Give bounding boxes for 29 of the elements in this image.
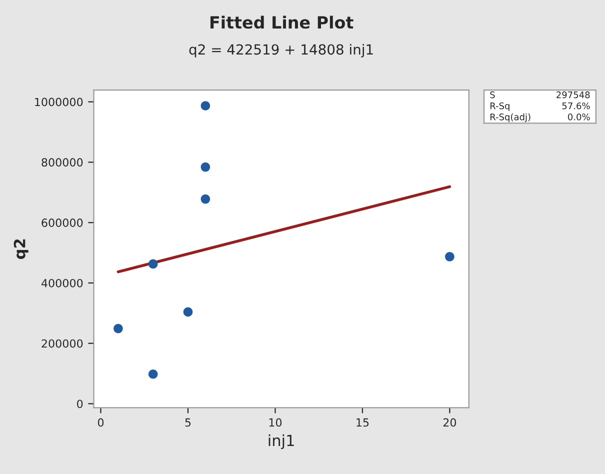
text: 0.0% bbox=[568, 114, 590, 120]
y-tick-label: 800000 bbox=[42, 158, 83, 167]
point bbox=[200, 194, 210, 204]
text: R-Sq(adj) bbox=[490, 113, 530, 122]
x-tick-label: 5 bbox=[185, 418, 191, 427]
x-tick-label: 0 bbox=[98, 418, 104, 427]
text: S bbox=[490, 91, 495, 98]
y-tick-label: 0 bbox=[77, 400, 83, 408]
y-tick-label: 400000 bbox=[41, 278, 83, 288]
chart-title: Fitted Line Plot bbox=[210, 16, 354, 29]
point bbox=[445, 252, 454, 262]
text: 57.6% bbox=[562, 102, 590, 110]
y-tick-label: 200000 bbox=[42, 339, 83, 348]
x-tick-label: 15 bbox=[356, 418, 369, 427]
y-axis-title: q2 bbox=[14, 239, 28, 259]
y-tick-label: 600000 bbox=[42, 218, 83, 227]
y-tick-label: 1000000 bbox=[35, 98, 83, 106]
point bbox=[183, 307, 193, 317]
x-axis-title: inj1 bbox=[268, 434, 294, 450]
point bbox=[200, 101, 210, 110]
x-tick-label: 10 bbox=[269, 418, 282, 427]
point bbox=[148, 369, 158, 379]
point bbox=[148, 259, 158, 269]
text: R-Sq bbox=[490, 102, 510, 112]
text: 297548 bbox=[556, 91, 590, 98]
chart-subtitle: q2 = 422519 + 14808 inj1 bbox=[189, 44, 373, 58]
point bbox=[200, 162, 210, 172]
point bbox=[114, 324, 123, 334]
x-tick-label: 20 bbox=[443, 418, 456, 427]
